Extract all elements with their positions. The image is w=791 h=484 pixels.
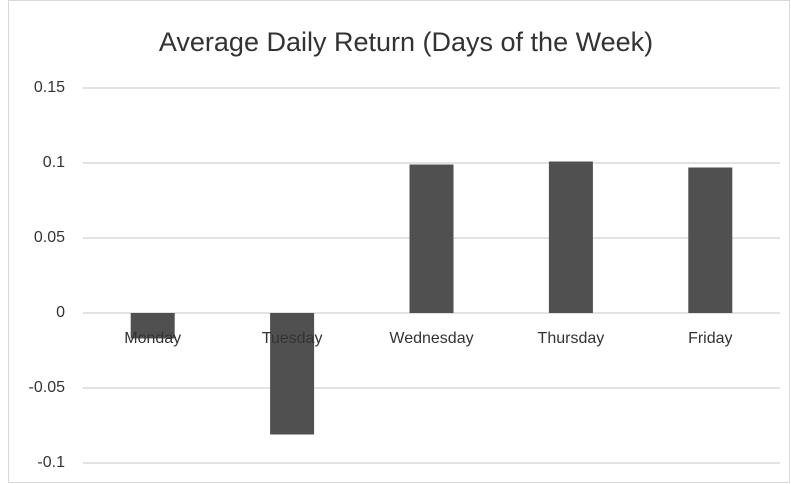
- bar: [688, 167, 733, 313]
- y-tick-label: 0.1: [43, 154, 65, 171]
- bar: [130, 313, 175, 339]
- y-tick-label: 0.15: [34, 79, 65, 96]
- x-tick-label: Thursday: [538, 330, 605, 347]
- x-tick-label: Monday: [124, 330, 181, 347]
- x-tick-label: Tuesday: [262, 330, 323, 347]
- bar: [270, 313, 315, 435]
- x-tick-label: Wednesday: [389, 330, 473, 347]
- bar: [409, 164, 454, 313]
- chart-frame: [8, 0, 790, 483]
- y-tick-label: 0.05: [34, 229, 65, 246]
- chart-title: Average Daily Return (Days of the Week): [159, 27, 653, 57]
- y-tick-label: -0.1: [37, 454, 65, 471]
- y-tick-label: 0: [56, 304, 65, 321]
- x-tick-label: Friday: [688, 330, 732, 347]
- y-tick-label: -0.05: [29, 379, 66, 396]
- bar: [548, 161, 593, 313]
